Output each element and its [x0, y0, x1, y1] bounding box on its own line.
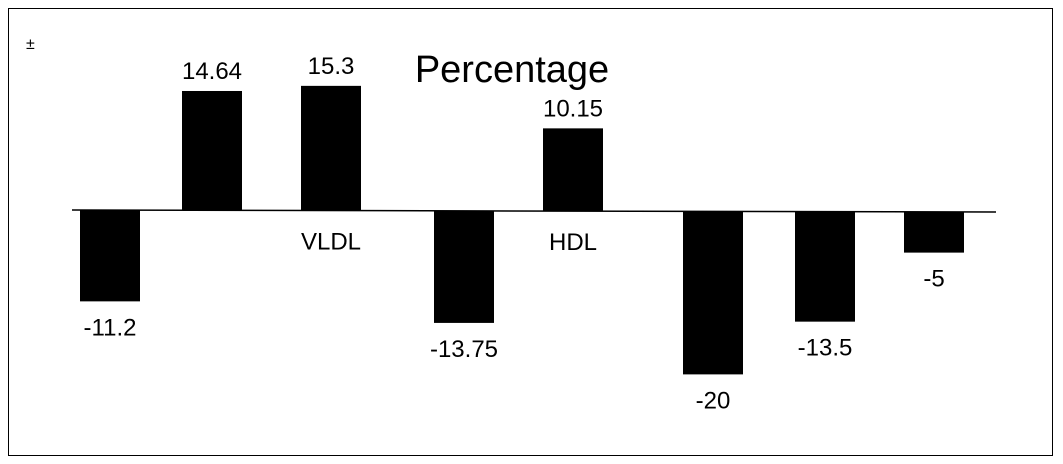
chart-title: Percentage [415, 49, 609, 91]
data-label-1: -11.2 [84, 314, 137, 341]
plus-minus-mark: ± [26, 36, 35, 53]
data-label-4: -13.75 [430, 336, 498, 363]
data-label-8: -5 [923, 266, 944, 293]
bar-5 [543, 128, 603, 212]
chart-frame [8, 8, 1053, 456]
bar-8 [904, 211, 964, 253]
data-label-3: 15.3 [308, 53, 355, 80]
data-label-2: 14.64 [182, 58, 242, 85]
bar-6 [683, 211, 743, 375]
bar-7 [795, 211, 855, 322]
data-label-5: 10.15 [543, 95, 603, 122]
data-label-6: -20 [696, 387, 731, 414]
bar-4 [434, 210, 494, 323]
category-label-hdl: HDL [549, 229, 597, 256]
category-label-vldl: VLDL [301, 229, 361, 256]
bar-1 [80, 210, 140, 302]
data-label-7: -13.5 [798, 335, 853, 362]
bar-3 [301, 85, 361, 211]
bar-2 [182, 90, 242, 211]
